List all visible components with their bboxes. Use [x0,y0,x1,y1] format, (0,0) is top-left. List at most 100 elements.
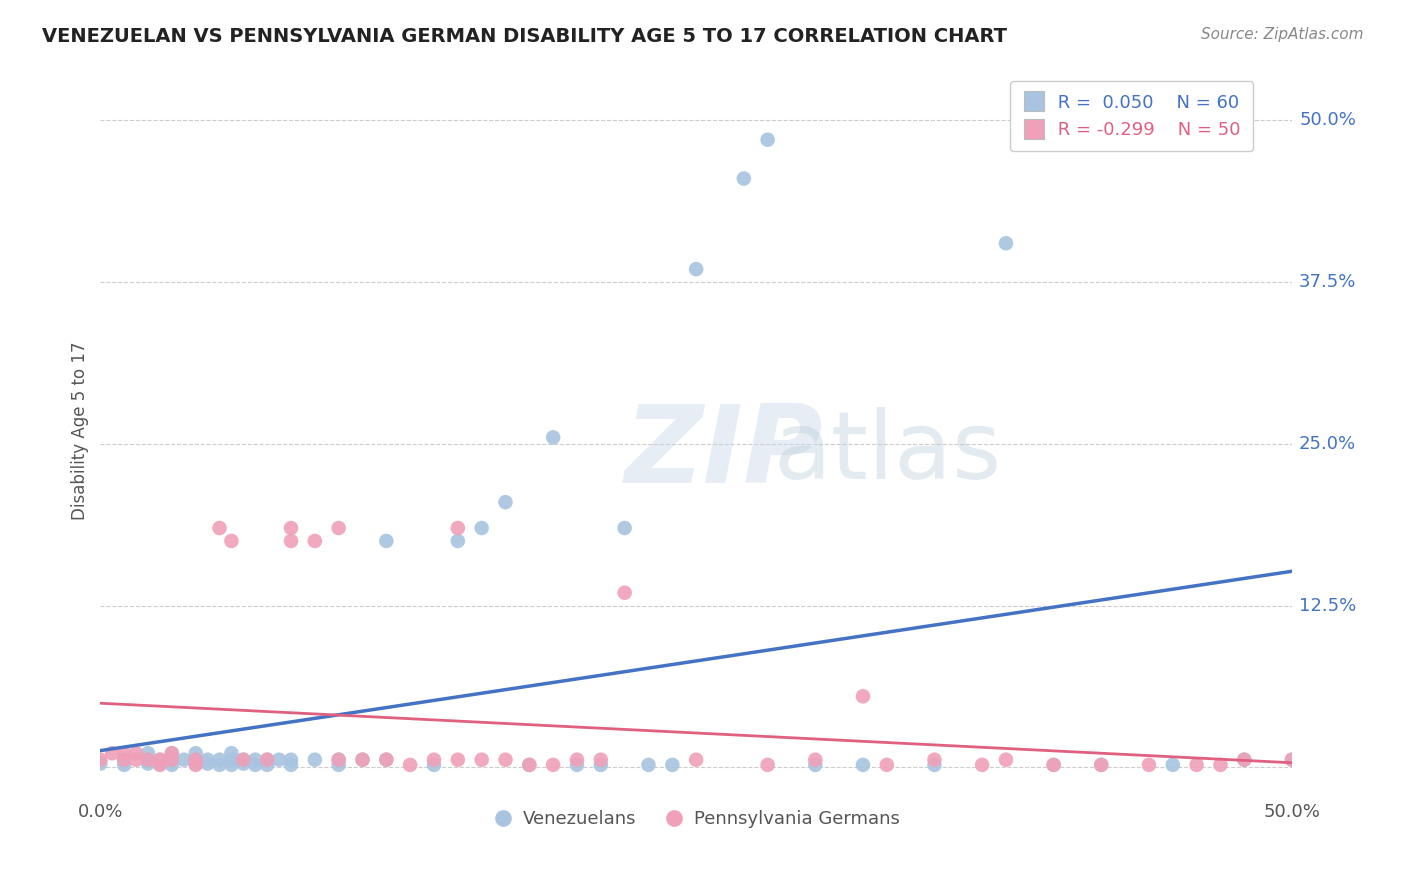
Text: VENEZUELAN VS PENNSYLVANIA GERMAN DISABILITY AGE 5 TO 17 CORRELATION CHART: VENEZUELAN VS PENNSYLVANIA GERMAN DISABI… [42,27,1007,45]
Point [149,753,172,767]
Point [972,757,994,772]
Point [89,753,111,767]
Point [112,757,135,772]
Point [447,521,470,535]
Point [352,753,374,767]
Point [375,753,398,767]
Point [328,521,350,535]
Point [304,753,326,767]
Point [197,756,219,771]
Point [160,746,183,760]
Point [447,753,470,767]
Point [328,753,350,767]
Point [149,753,172,767]
Point [1233,753,1256,767]
Point [173,753,195,767]
Point [245,753,267,767]
Y-axis label: Disability Age 5 to 17: Disability Age 5 to 17 [72,342,89,520]
Point [160,753,183,767]
Point [149,756,172,771]
Point [924,757,946,772]
Point [232,753,254,767]
Point [136,746,159,760]
Point [541,757,564,772]
Point [221,746,243,760]
Point [399,757,422,772]
Point [184,756,207,771]
Point [756,133,779,147]
Point [1281,753,1303,767]
Point [541,430,564,444]
Point [1233,753,1256,767]
Point [589,753,612,767]
Point [221,757,243,772]
Point [160,753,183,767]
Text: ZIP: ZIP [624,400,823,506]
Point [375,753,398,767]
Point [267,753,290,767]
Point [197,753,219,767]
Text: 12.5%: 12.5% [1299,597,1357,615]
Point [280,533,302,548]
Point [495,753,517,767]
Point [136,753,159,767]
Point [125,746,148,760]
Text: 37.5%: 37.5% [1299,273,1357,291]
Point [280,757,302,772]
Text: Source: ZipAtlas.com: Source: ZipAtlas.com [1201,27,1364,42]
Point [685,753,707,767]
Point [184,746,207,760]
Point [89,756,111,771]
Point [1042,757,1064,772]
Point [613,521,636,535]
Point [256,757,278,772]
Point [804,757,827,772]
Point [637,757,659,772]
Point [280,753,302,767]
Point [136,753,159,767]
Point [304,533,326,548]
Point [733,171,755,186]
Point [876,757,898,772]
Point [208,753,231,767]
Point [1161,757,1184,772]
Point [184,753,207,767]
Point [245,757,267,772]
Point [221,533,243,548]
Point [256,753,278,767]
Point [994,753,1017,767]
Point [1137,757,1160,772]
Point [232,756,254,771]
Text: 25.0%: 25.0% [1299,435,1357,453]
Point [280,521,302,535]
Point [125,753,148,767]
Point [136,756,159,771]
Point [661,757,683,772]
Point [1209,757,1232,772]
Point [328,753,350,767]
Point [149,757,172,772]
Point [221,753,243,767]
Point [852,690,875,704]
Text: atlas: atlas [773,407,1002,499]
Point [517,757,540,772]
Point [852,757,875,772]
Point [160,746,183,760]
Point [1185,757,1208,772]
Point [112,753,135,767]
Point [517,757,540,772]
Point [804,753,827,767]
Point [208,757,231,772]
Point [565,757,588,772]
Point [471,521,494,535]
Point [352,753,374,767]
Point [471,753,494,767]
Point [589,757,612,772]
Point [423,753,446,767]
Point [924,753,946,767]
Point [1090,757,1112,772]
Point [994,236,1017,251]
Point [160,757,183,772]
Text: 50.0%: 50.0% [1299,112,1355,129]
Point [112,753,135,767]
